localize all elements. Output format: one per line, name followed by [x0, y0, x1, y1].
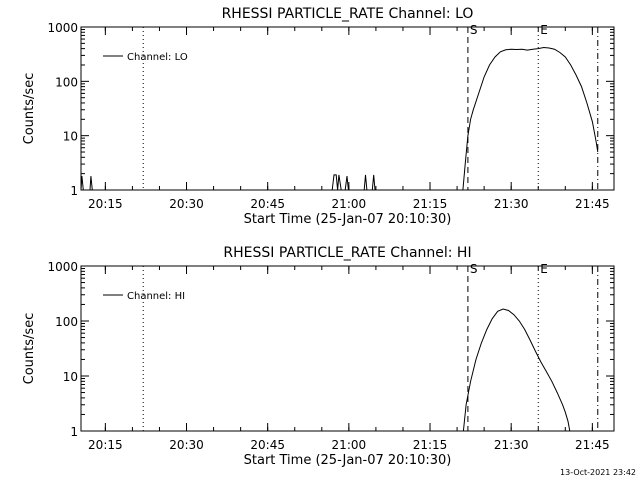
chart-title: RHESSI PARTICLE_RATE Channel: HI [223, 245, 471, 261]
y-tick-label: 1000 [47, 21, 78, 35]
y-tick-label: 100 [55, 315, 78, 329]
x-tick-label: 21:00 [332, 197, 367, 211]
x-tick-label: 20:30 [169, 197, 204, 211]
y-axis-label: Counts/sec [22, 73, 37, 145]
x-tick-label: 21:45 [575, 438, 610, 452]
plot-frame [80, 26, 615, 191]
y-tick-label: 10 [63, 370, 78, 384]
plot-frame [80, 265, 615, 432]
legend-label: Channel: LO [127, 52, 188, 63]
timestamp: 13-Oct-2021 23:42 [560, 468, 636, 477]
x-tick-label: 20:15 [88, 438, 123, 452]
marker-label: S [470, 23, 478, 37]
series-line [80, 46, 599, 191]
y-tick-label: 1 [70, 425, 78, 439]
panel-lo: RHESSI PARTICLE_RATE Channel: LO Start Ti… [22, 6, 615, 227]
y-tick-label: 100 [55, 75, 78, 89]
x-tick-label: 20:45 [250, 197, 285, 211]
x-tick-label: 21:45 [575, 197, 610, 211]
y-axis-label: Counts/sec [22, 313, 37, 385]
x-tick-label: 20:45 [250, 438, 285, 452]
x-tick-label: 21:30 [494, 438, 529, 452]
y-tick-label: 1 [70, 184, 78, 198]
series-line [462, 308, 571, 432]
x-tick-label: 21:15 [413, 438, 448, 452]
marker-label: S [470, 262, 478, 276]
y-tick-label: 1000 [47, 260, 78, 274]
x-axis-label: Start Time (25-Jan-07 20:10:30) [244, 453, 452, 468]
x-tick-label: 21:30 [494, 197, 529, 211]
legend-label: Channel: HI [127, 291, 185, 302]
chart-title: RHESSI PARTICLE_RATE Channel: LO [222, 6, 474, 22]
x-axis-label: Start Time (25-Jan-07 20:10:30) [244, 212, 452, 227]
marker-label: E [540, 262, 548, 276]
marker-label: E [540, 23, 548, 37]
x-tick-label: 21:00 [332, 438, 367, 452]
y-tick-label: 10 [63, 130, 78, 144]
x-tick-label: 20:30 [169, 438, 204, 452]
x-tick-label: 21:15 [413, 197, 448, 211]
panel-hi: RHESSI PARTICLE_RATE Channel: HI Start Ti… [22, 245, 615, 468]
x-tick-label: 20:15 [88, 197, 123, 211]
